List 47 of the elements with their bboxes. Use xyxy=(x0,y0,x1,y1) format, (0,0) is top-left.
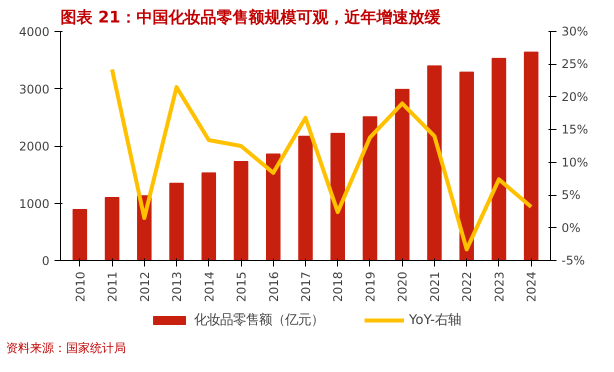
x-tick-label: 2014 xyxy=(202,271,216,302)
y2-tick-label: 30% xyxy=(562,24,588,38)
x-tick-label: 2010 xyxy=(73,271,88,302)
x-tick-label: 2021 xyxy=(428,271,442,302)
chart-title: 图表 21：中国化妆品零售额规模可观，近年增速放缓 xyxy=(60,8,442,26)
y-tick-label: 3000 xyxy=(18,82,50,96)
x-tick-label: 2013 xyxy=(170,271,184,302)
bar xyxy=(72,209,88,260)
bar xyxy=(492,58,506,260)
y2-tick-label: 20% xyxy=(562,90,588,104)
bar xyxy=(330,132,346,260)
text: 资料来源：国家统计局 xyxy=(6,340,126,357)
y-tick-label: 1000 xyxy=(18,196,50,211)
y-tick-label: 4000 xyxy=(18,25,50,39)
bar xyxy=(266,154,281,260)
y2-tick-label: 10% xyxy=(562,155,588,170)
x-tick-label: 2012 xyxy=(138,271,152,302)
y2-tick-label: 15% xyxy=(562,122,588,137)
bar xyxy=(234,160,248,260)
bar xyxy=(202,172,216,260)
y2-tick-label: 25% xyxy=(562,57,588,72)
bar xyxy=(298,136,313,260)
x-tick-label: 2023 xyxy=(492,271,506,302)
x-tick-label: 2015 xyxy=(234,271,249,302)
bar xyxy=(104,197,120,260)
x-tick-label: 2016 xyxy=(266,271,281,302)
bar xyxy=(394,88,410,260)
y-tick-label: 0 xyxy=(42,254,50,268)
line-series xyxy=(110,67,534,252)
y-tick-label: 2000 xyxy=(18,140,50,154)
x-tick-label: 2024 xyxy=(524,271,539,302)
legend-label: YoY-右轴 xyxy=(409,312,461,329)
x-tick-label: 2017 xyxy=(299,271,313,302)
x-tick-label: 2022 xyxy=(460,271,474,302)
x-tick-label: 2018 xyxy=(331,271,346,302)
legend-label: 化妆品零售额（亿元） xyxy=(194,312,324,329)
y2-tick-label: 5% xyxy=(562,188,581,202)
y2-tick-label: -5% xyxy=(562,254,585,268)
x-tick-label: 2019 xyxy=(363,271,378,302)
bar xyxy=(459,72,474,260)
x-tick-label: 2011 xyxy=(106,271,120,302)
bar xyxy=(362,116,378,260)
bar xyxy=(524,52,538,260)
y2-tick-label: 0% xyxy=(562,220,581,235)
x-tick-label: 2020 xyxy=(396,271,410,302)
bar xyxy=(427,65,442,260)
bar xyxy=(169,182,184,260)
